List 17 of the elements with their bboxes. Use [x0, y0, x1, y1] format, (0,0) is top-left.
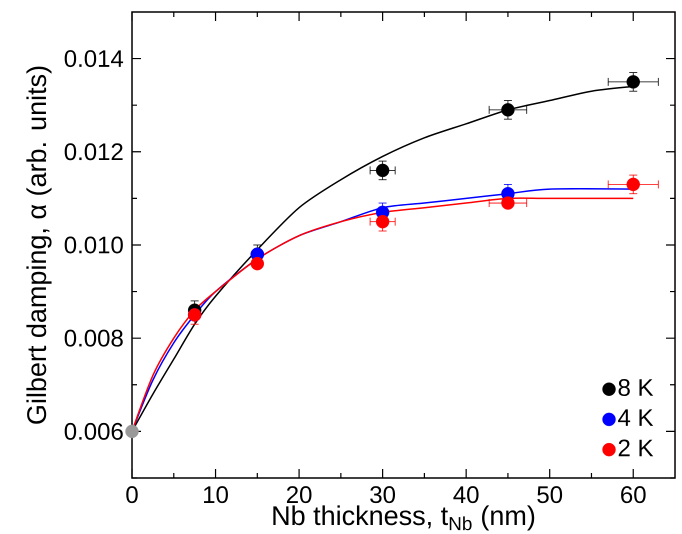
x-tick-label: 0 [126, 486, 138, 504]
x-tick-label: 10 [204, 486, 228, 504]
x-axis-title: Nb thickness, t$_{Nb}$ (nm) [273, 505, 534, 531]
y-axis-title: Gilbert damping, α (arb. units) [26, 66, 52, 424]
y-tick-label: 0.012 [64, 143, 123, 160]
x-tick-label: 60 [621, 486, 646, 504]
x-tick-label: 30 [370, 486, 396, 504]
legend-label: 4 K [618, 409, 654, 426]
x-tick-label: 40 [453, 486, 479, 504]
y-tick-label: 0.006 [64, 422, 123, 440]
y-tick-label: 0.014 [64, 50, 124, 68]
x-tick-label: 50 [537, 486, 562, 504]
x-tick-label: 20 [286, 486, 312, 504]
legend-label: 2 K [618, 439, 654, 456]
legend-label: 8 K [618, 379, 654, 396]
y-tick-label: 0.010 [64, 236, 123, 254]
y-tick-label: 0.008 [64, 330, 123, 347]
